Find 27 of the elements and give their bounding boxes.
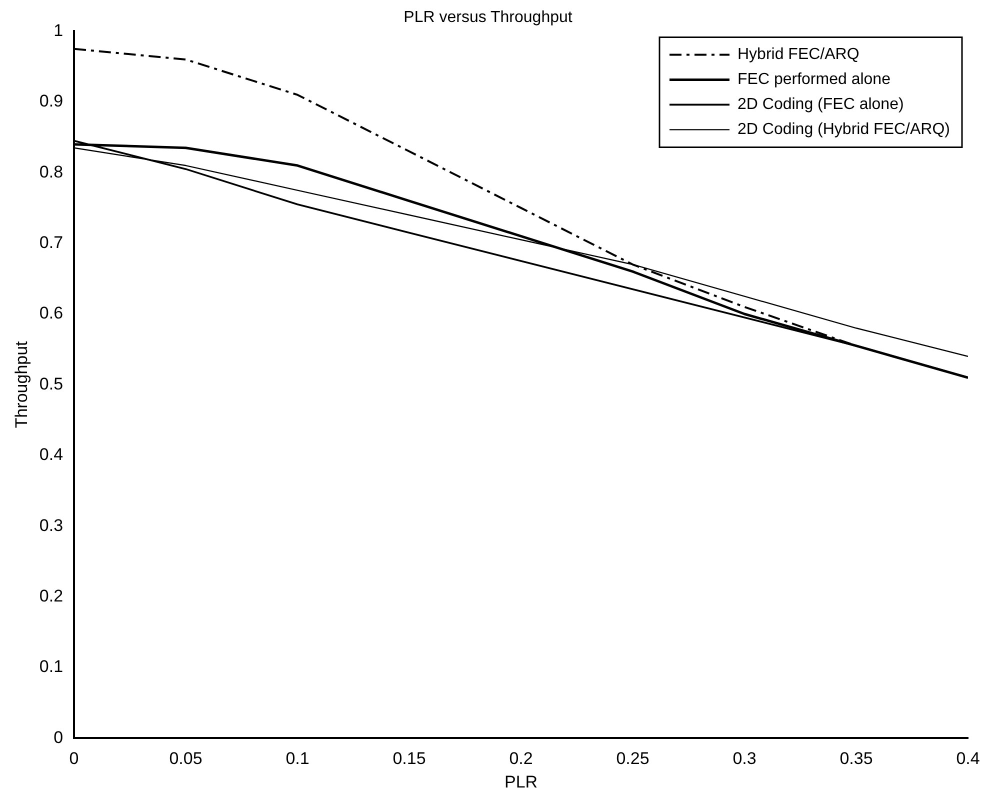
y-tick-label: 0.6 <box>39 304 64 323</box>
legend-label: FEC performed alone <box>738 71 891 88</box>
x-tick-label: 0.1 <box>286 749 310 768</box>
legend-label: Hybrid FEC/ARQ <box>738 46 860 64</box>
legend-label: 2D Coding (Hybrid FEC/ARQ) <box>738 121 950 138</box>
y-tick-label: 0.1 <box>39 657 64 676</box>
x-tick-label: 0.2 <box>509 749 533 768</box>
y-tick-label: 0.7 <box>39 232 64 252</box>
y-tick-label: 0.3 <box>39 516 64 535</box>
y-tick-label: 0.4 <box>39 445 64 464</box>
y-tick-label: 0.8 <box>39 162 64 182</box>
x-tick-label: 0.4 <box>956 749 980 768</box>
legend-label: 2D Coding (FEC alone) <box>738 96 904 114</box>
x-tick-label: 0.35 <box>840 749 873 768</box>
y-tick-label: 0.5 <box>39 374 64 394</box>
x-tick-label: 0.15 <box>392 749 426 768</box>
x-tick-label: 0.25 <box>616 749 650 768</box>
y-tick-label: 0.9 <box>39 92 64 111</box>
y-tick-label: 0 <box>54 728 64 747</box>
y-tick-label: 0.2 <box>39 586 64 606</box>
x-tick-label: 0 <box>69 749 79 768</box>
x-axis-title: PLR <box>504 772 538 792</box>
chart-title: PLR versus Throughput <box>404 9 573 26</box>
y-axis-title: Throughput <box>12 340 31 428</box>
x-tick-label: 0.05 <box>169 749 202 768</box>
y-tick-label: 1 <box>54 20 64 40</box>
x-tick-label: 0.3 <box>732 749 756 768</box>
